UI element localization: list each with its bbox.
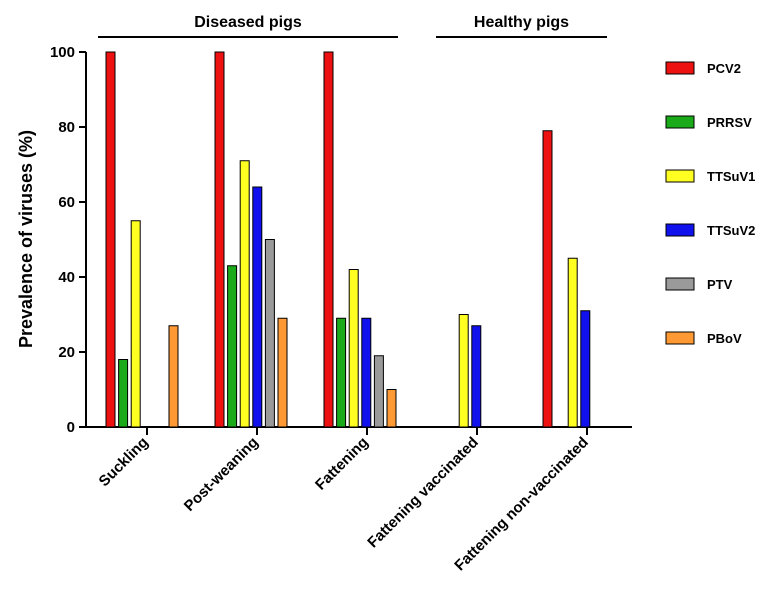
bar-ttsuv2-2 xyxy=(361,317,372,428)
bar-ttsuv1-3 xyxy=(458,314,469,428)
legend-label: PCV2 xyxy=(707,61,741,76)
bar-prrsv-0 xyxy=(118,359,129,428)
bar-pcv2-0 xyxy=(105,51,116,428)
legend: PCV2 PRRSV TTSuV1 TTSuV2 PTV PBoV xyxy=(665,61,755,346)
bar-ttsuv1-2 xyxy=(348,269,359,428)
bar-ptv-1 xyxy=(264,239,275,428)
bar-ttsuv1-4 xyxy=(567,257,578,428)
y-axis-label: Prevalence of viruses (%) xyxy=(16,130,36,348)
y-tick-label: 80 xyxy=(58,119,75,136)
x-category-label: Post-weaning xyxy=(181,434,262,515)
legend-label: TTSuV1 xyxy=(707,169,755,184)
legend-label: PBoV xyxy=(707,331,742,346)
bar-pbov-2 xyxy=(386,389,397,428)
group-labels: Diseased pigs Healthy pigs xyxy=(98,14,607,38)
bars xyxy=(105,51,591,428)
legend-label: PRRSV xyxy=(707,115,752,130)
bar-pbov-0 xyxy=(168,325,179,428)
legend-swatch xyxy=(665,223,695,237)
bar-pcv2-4 xyxy=(542,130,553,428)
bar-ttsuv1-1 xyxy=(239,160,250,428)
bar-pcv2-1 xyxy=(214,51,225,428)
y-tick-label: 0 xyxy=(67,419,75,436)
legend-swatch xyxy=(665,115,695,129)
bar-ttsuv1-0 xyxy=(130,220,141,428)
bar-pbov-1 xyxy=(277,317,288,428)
group-label: Healthy pigs xyxy=(474,14,569,31)
y-axis: 0 20 40 60 80 100 xyxy=(50,44,87,436)
legend-swatch xyxy=(665,61,695,75)
y-tick-label: 20 xyxy=(58,344,75,361)
y-tick-label: 40 xyxy=(58,269,75,286)
y-tick-label: 60 xyxy=(58,194,75,211)
x-category-label: Fattening vaccinated xyxy=(364,434,482,552)
x-category-label: Fattening xyxy=(312,434,372,494)
bar-ttsuv2-4 xyxy=(580,310,591,428)
legend-label: PTV xyxy=(707,277,733,292)
legend-label: TTSuV2 xyxy=(707,223,755,238)
legend-swatch xyxy=(665,169,695,183)
bar-ttsuv2-1 xyxy=(252,186,263,428)
x-category-label: Suckling xyxy=(96,434,152,490)
bar-pcv2-2 xyxy=(323,51,334,428)
group-label: Diseased pigs xyxy=(194,14,302,31)
bar-prrsv-1 xyxy=(227,265,238,428)
bar-ttsuv2-3 xyxy=(471,325,482,428)
y-tick-label: 100 xyxy=(50,44,75,61)
legend-swatch xyxy=(665,277,695,291)
bar-prrsv-2 xyxy=(336,317,347,428)
bar-ptv-2 xyxy=(373,355,384,428)
legend-swatch xyxy=(665,331,695,345)
